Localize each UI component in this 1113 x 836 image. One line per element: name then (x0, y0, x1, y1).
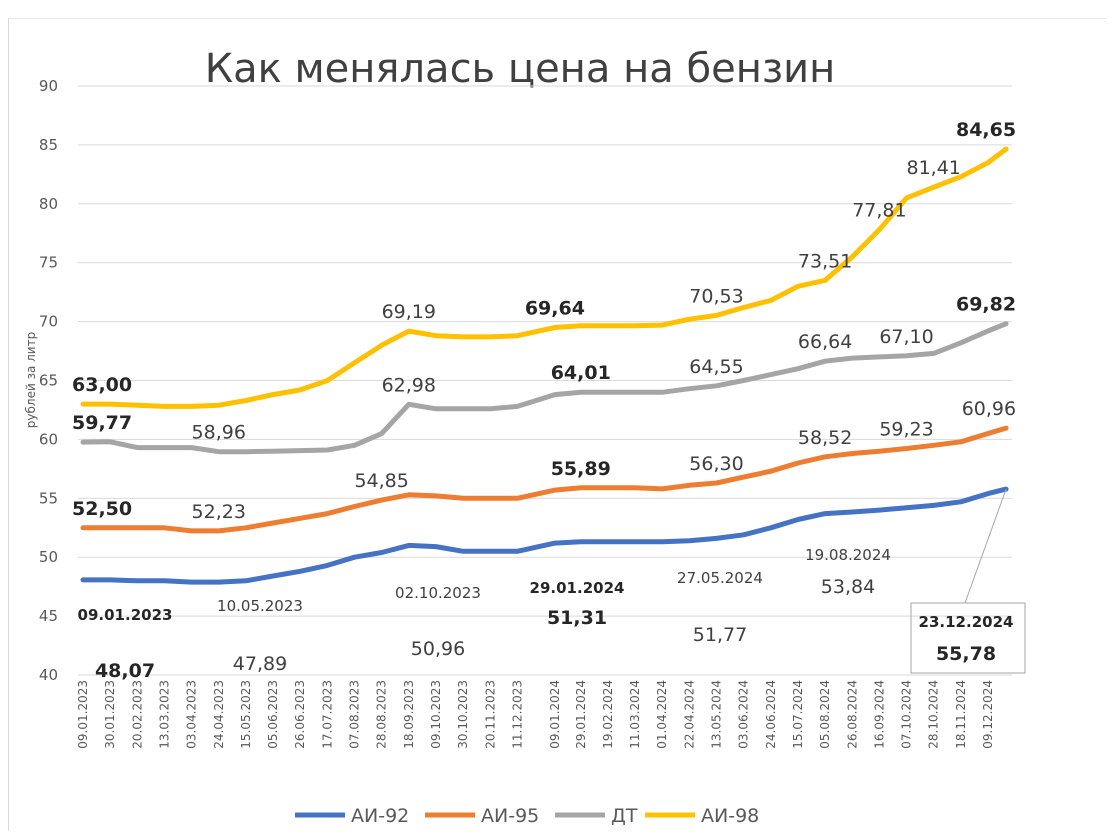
legend-label: ДТ (611, 805, 638, 827)
data-label: 59,77 (72, 412, 132, 434)
y-tick-label: 80 (39, 195, 58, 213)
data-label: 58,96 (192, 422, 246, 444)
date-value-label: 47,89 (233, 653, 287, 675)
legend-label: АИ-95 (481, 805, 539, 827)
x-tick-label: 05.08.2024 (818, 680, 832, 749)
series-line-АИ-95 (80, 425, 1009, 534)
x-tick-label: 11.12.2023 (510, 680, 524, 749)
y-axis-label: рублей за литр (24, 332, 38, 428)
date-value-label: 53,84 (821, 576, 875, 598)
data-label: 67,10 (879, 326, 933, 348)
data-label: 64,55 (689, 356, 743, 378)
y-tick-label: 40 (39, 666, 58, 684)
x-tick-label: 07.10.2024 (900, 680, 914, 749)
series-line-АИ-98 (80, 146, 1009, 409)
x-tick-label: 03.06.2024 (737, 680, 751, 749)
data-label: 56,30 (689, 453, 743, 475)
y-tick-label: 85 (39, 136, 58, 154)
data-label: 58,52 (798, 427, 852, 449)
legend-label: АИ-98 (701, 805, 759, 827)
chart-title: Как менялась цена на бензин (205, 46, 836, 92)
x-tick-label: 20.02.2023 (130, 680, 144, 749)
date-label: 09.01.2023 (78, 606, 173, 624)
date-value-label: 48,07 (95, 660, 155, 682)
date-label: 19.08.2024 (805, 546, 891, 564)
data-label: 84,65 (956, 119, 1016, 141)
x-tick-label: 24.06.2024 (764, 680, 778, 749)
date-label: 27.05.2024 (677, 569, 763, 587)
data-label: 69,19 (382, 301, 436, 323)
data-label: 52,50 (72, 498, 132, 520)
data-label: 55,89 (551, 458, 611, 480)
x-tick-label: 15.07.2024 (791, 680, 805, 749)
date-value-label: 50,96 (411, 638, 465, 660)
x-tick-label: 03.04.2023 (185, 680, 199, 749)
data-label: 54,85 (354, 470, 408, 492)
x-tick-label: 09.10.2023 (429, 680, 443, 749)
y-tick-label: 50 (39, 548, 58, 566)
y-tick-label: 65 (39, 372, 58, 390)
x-tick-label: 30.01.2023 (103, 680, 117, 749)
chart-frame (8, 18, 1106, 831)
x-tick-label: 28.08.2023 (375, 680, 389, 749)
x-tick-label: 18.11.2024 (954, 680, 968, 749)
y-tick-label: 55 (39, 489, 58, 507)
date-value-label: 51,31 (547, 607, 607, 629)
y-tick-label: 75 (39, 254, 58, 272)
series-line-ДТ (80, 321, 1009, 455)
x-tick-label: 22.04.2024 (682, 680, 696, 749)
data-label: 77,81 (852, 200, 906, 222)
date-label: 02.10.2023 (395, 584, 481, 602)
x-tick-label: 19.02.2024 (601, 680, 615, 749)
data-label: 62,98 (382, 374, 436, 396)
x-tick-label: 17.07.2023 (320, 680, 334, 749)
x-tick-label: 26.08.2024 (845, 680, 859, 749)
callout-box (910, 602, 1026, 674)
y-tick-label: 60 (39, 430, 58, 448)
data-label: 52,23 (192, 501, 246, 523)
x-tick-label: 13.05.2024 (710, 680, 724, 749)
x-tick-label: 30.10.2023 (456, 680, 470, 749)
data-label: 66,64 (798, 331, 852, 353)
y-tick-label: 45 (39, 607, 58, 625)
date-value-label: 51,77 (693, 624, 747, 646)
legend-label: АИ-92 (351, 805, 409, 827)
data-label: 63,00 (72, 374, 132, 396)
y-tick-label: 90 (39, 77, 58, 95)
x-tick-label: 29.01.2024 (574, 680, 588, 749)
x-tick-label: 16.09.2024 (872, 680, 886, 749)
x-tick-label: 11.03.2024 (628, 680, 642, 749)
x-tick-label: 09.01.2023 (76, 680, 90, 749)
x-tick-label: 13.03.2023 (157, 680, 171, 749)
callout-leader (964, 488, 1007, 604)
data-label: 73,51 (798, 250, 852, 272)
data-label: 64,01 (551, 362, 611, 384)
data-label: 59,23 (879, 418, 933, 440)
data-label: 69,82 (956, 294, 1016, 316)
date-label: 29.01.2024 (530, 579, 625, 597)
x-tick-label: 01.04.2024 (655, 680, 669, 749)
x-tick-label: 09.12.2024 (981, 680, 995, 749)
date-label: 10.05.2023 (217, 597, 303, 615)
x-tick-label: 28.10.2024 (927, 680, 941, 749)
y-tick-label: 70 (39, 313, 58, 331)
date-value-label: 55,78 (936, 643, 996, 665)
x-tick-label: 18.09.2023 (402, 680, 416, 749)
x-tick-label: 20.11.2023 (483, 680, 497, 749)
x-tick-label: 07.08.2023 (348, 680, 362, 749)
x-tick-label: 24.04.2023 (212, 680, 226, 749)
x-tick-label: 15.05.2023 (239, 680, 253, 749)
data-label: 69,64 (525, 297, 585, 319)
date-label: 23.12.2024 (919, 613, 1014, 631)
data-label: 81,41 (906, 157, 960, 179)
series-line-АИ-92 (80, 486, 1009, 585)
x-tick-label: 05.06.2023 (266, 680, 280, 749)
x-tick-label: 09.01.2024 (548, 680, 562, 749)
x-tick-label: 26.06.2023 (293, 680, 307, 749)
data-label: 60,96 (962, 398, 1016, 420)
data-label: 70,53 (689, 285, 743, 307)
